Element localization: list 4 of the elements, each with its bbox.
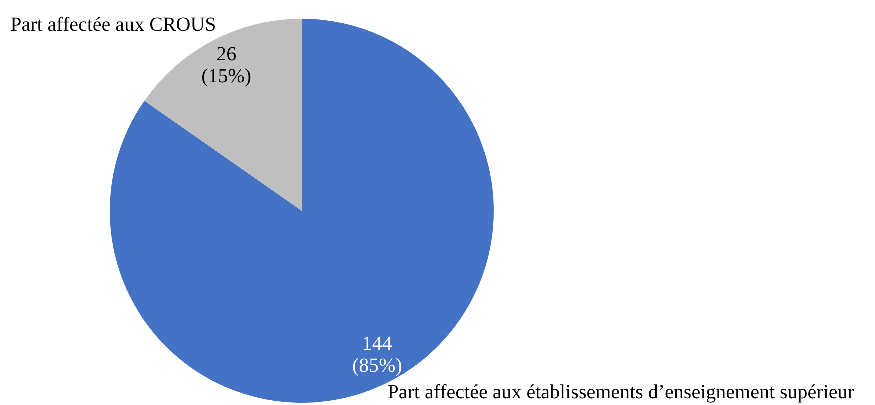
slice-label: Part affectée aux CROUS: [10, 14, 216, 36]
slice-label: Part affectée aux établissements d’enseignement supérieur: [388, 382, 855, 404]
data-label: 144 (85%): [352, 332, 402, 377]
data-label: 26 (15%): [202, 44, 252, 88]
